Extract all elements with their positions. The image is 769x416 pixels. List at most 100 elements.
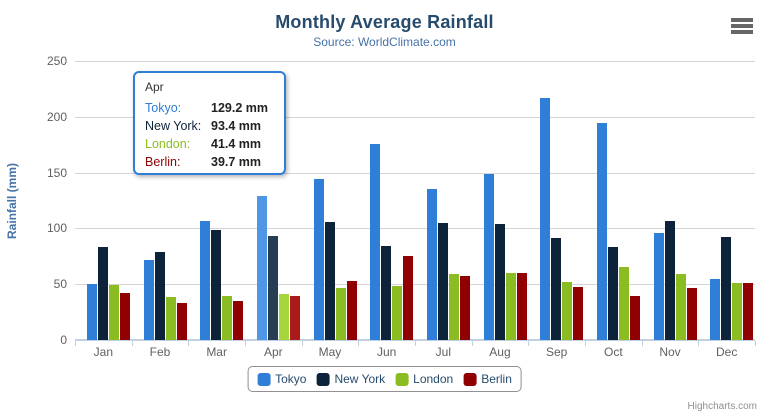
legend-label: Berlin (481, 372, 512, 386)
legend-swatch-icon (395, 372, 409, 386)
x-axis-label: Nov (659, 345, 681, 359)
legend-swatch-icon (257, 372, 271, 386)
bar-berlin-jul[interactable] (460, 275, 470, 340)
tooltip-series-value: 41.4 mm (211, 137, 262, 151)
x-axis-label: Oct (603, 345, 623, 359)
legend-item-berlin[interactable]: Berlin (463, 372, 512, 386)
bar-new-york-dec[interactable] (721, 236, 732, 340)
bar-berlin-dec[interactable] (743, 282, 754, 340)
x-axis-tick (471, 341, 473, 346)
y-axis-label: 50 (53, 277, 67, 292)
bar-berlin-sep[interactable] (573, 286, 584, 340)
legend-label: London (413, 372, 454, 386)
credits-link[interactable]: Highcharts.com (687, 401, 757, 412)
bar-new-york-aug[interactable] (494, 223, 505, 340)
bar-new-york-jul[interactable] (438, 222, 448, 340)
y-axis-label: 250 (46, 54, 67, 68)
bar-new-york-oct[interactable] (608, 246, 618, 340)
x-axis-tick (755, 341, 756, 346)
tooltip-series-label: New York: (145, 119, 202, 133)
bar-tokyo-jul[interactable] (427, 188, 437, 340)
bar-berlin-apr[interactable] (290, 295, 300, 340)
x-axis-tick (641, 341, 643, 346)
bar-london-dec[interactable] (732, 282, 743, 340)
tooltip-series-label: Tokyo: (145, 101, 182, 115)
bar-london-oct[interactable] (619, 267, 629, 340)
x-axis-label: Dec (715, 345, 738, 359)
x-axis-label: Sep (545, 345, 568, 359)
bar-london-sep[interactable] (562, 281, 573, 340)
x-axis-tick (188, 341, 190, 346)
bar-london-may[interactable] (335, 287, 346, 340)
x-axis-tick (585, 341, 586, 346)
tooltip-series-label: Berlin: (145, 155, 181, 169)
tooltip-row: London: 41.4 mm (145, 135, 274, 153)
tooltip-row: New York: 93.4 mm (145, 117, 274, 135)
bar-tokyo-jan[interactable] (87, 284, 97, 340)
export-menu-button[interactable] (728, 15, 756, 39)
bar-new-york-nov[interactable] (664, 221, 675, 340)
tooltip-series-value: 129.2 mm (211, 101, 268, 115)
legend-swatch-icon (463, 372, 477, 386)
bar-berlin-mar[interactable] (233, 301, 244, 340)
bar-tokyo-jun[interactable] (370, 143, 381, 340)
bar-new-york-apr[interactable] (268, 235, 278, 340)
y-axis-label: 100 (46, 221, 67, 236)
x-axis-label: Apr (263, 345, 283, 359)
bar-new-york-may[interactable] (324, 221, 335, 340)
chart-subtitle: Source: WorldClimate.com (313, 35, 456, 49)
x-axis-label: Feb (149, 345, 171, 359)
legend-item-london[interactable]: London (395, 372, 453, 386)
x-axis-tick (415, 341, 416, 346)
legend-item-new-york[interactable]: New York (316, 372, 385, 386)
bar-london-nov[interactable] (675, 273, 686, 340)
x-axis-label: Jun (376, 345, 397, 359)
bar-berlin-aug[interactable] (516, 272, 527, 340)
x-axis-tick (301, 341, 303, 346)
bar-london-jul[interactable] (449, 274, 459, 340)
tooltip-rows: Tokyo: 129.2 mm New York: 93.4 mm London: 41.… (145, 99, 274, 171)
legend-item-tokyo[interactable]: Tokyo (257, 372, 306, 386)
bar-london-jan[interactable] (109, 285, 119, 340)
bar-new-york-sep[interactable] (551, 238, 562, 340)
bar-london-apr[interactable] (279, 293, 289, 340)
bar-new-york-jun[interactable] (381, 245, 392, 340)
x-axis-label: Jan (93, 345, 113, 359)
bar-london-jun[interactable] (392, 286, 403, 340)
bar-tokyo-mar[interactable] (200, 221, 211, 340)
bar-tokyo-may[interactable] (313, 179, 324, 340)
bar-tokyo-oct[interactable] (597, 123, 607, 340)
bar-london-feb[interactable] (165, 296, 176, 340)
bar-tokyo-aug[interactable] (483, 174, 494, 340)
bar-new-york-mar[interactable] (211, 230, 222, 340)
bar-tokyo-apr[interactable] (257, 195, 267, 340)
bar-new-york-jan[interactable] (98, 246, 108, 340)
x-axis-label: Jul (435, 345, 451, 359)
bar-berlin-jan[interactable] (120, 292, 130, 340)
y-axis-label: 0 (60, 333, 67, 347)
legend: Tokyo New York London Berlin (247, 366, 522, 392)
bar-tokyo-sep[interactable] (540, 98, 551, 340)
chart-title: Monthly Average Rainfall (275, 12, 494, 32)
bar-tokyo-feb[interactable] (143, 260, 154, 340)
gridline (75, 284, 755, 286)
bar-london-mar[interactable] (222, 296, 233, 340)
bar-berlin-nov[interactable] (686, 287, 697, 340)
tooltip-header: Apr (145, 80, 164, 94)
legend-swatch-icon (316, 372, 330, 386)
bar-tokyo-dec[interactable] (710, 279, 721, 340)
bar-new-york-feb[interactable] (154, 252, 165, 340)
hamburger-icon (731, 18, 753, 34)
legend-label: New York (334, 372, 386, 386)
bar-london-aug[interactable] (505, 273, 516, 340)
tooltip-row: Tokyo: 129.2 mm (145, 99, 274, 117)
bar-berlin-may[interactable] (346, 281, 357, 340)
bar-berlin-oct[interactable] (630, 296, 640, 340)
tooltip-series-label: London: (145, 137, 191, 151)
gridline (75, 228, 755, 230)
bar-berlin-feb[interactable] (176, 302, 187, 340)
y-axis-label: 200 (46, 109, 67, 124)
gridline (75, 116, 755, 118)
bar-berlin-jun[interactable] (403, 255, 414, 340)
bar-tokyo-nov[interactable] (653, 233, 664, 340)
